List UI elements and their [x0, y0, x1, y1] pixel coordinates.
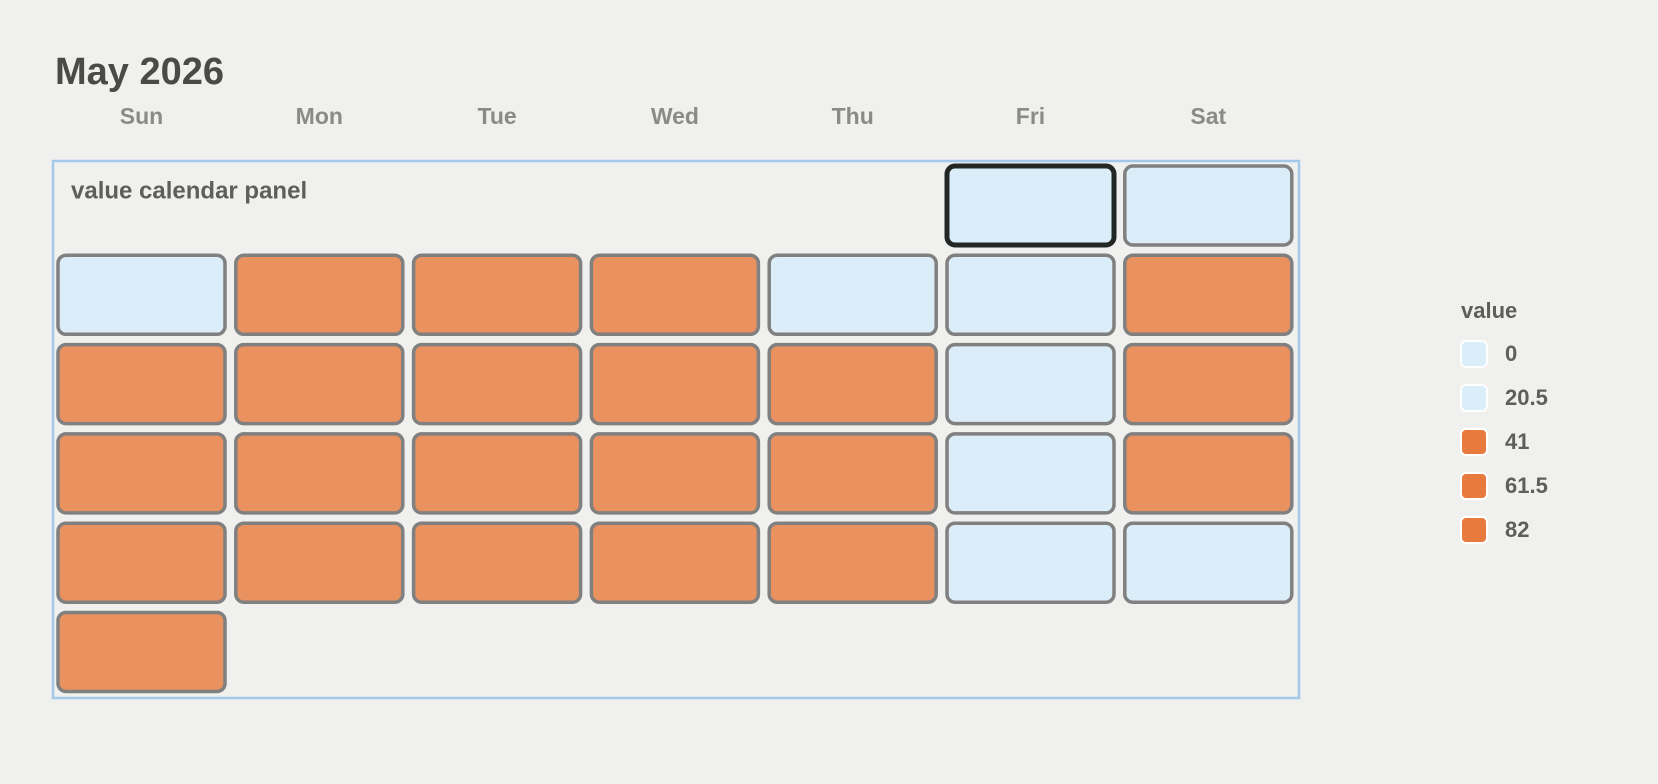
day-cell	[1123, 164, 1294, 247]
day-cell	[411, 342, 583, 426]
panel	[51, 159, 1301, 700]
weekday-label: Wed	[651, 103, 699, 129]
day-cell	[767, 342, 938, 426]
day-cell	[589, 432, 761, 515]
legend-label: 0	[1505, 341, 1517, 366]
day-cell	[1123, 521, 1294, 604]
day-cell	[945, 342, 1116, 426]
day-cell	[234, 253, 405, 337]
weekday-label: Mon	[296, 103, 343, 129]
legend-title: value	[1461, 298, 1517, 323]
legend-label: 41	[1505, 429, 1529, 454]
day-cell	[945, 432, 1116, 515]
legend-label: 82	[1505, 517, 1529, 542]
weekday-label: Thu	[832, 103, 874, 129]
day-cell	[56, 342, 227, 426]
legend-swatch	[1460, 384, 1488, 412]
day-cell	[767, 432, 938, 515]
day-cell	[56, 610, 227, 694]
day-cell	[234, 342, 405, 426]
chart-title: May 2026	[55, 51, 224, 93]
day-cell	[411, 521, 583, 604]
day-cell	[589, 253, 761, 337]
day-cell	[56, 432, 227, 515]
day-cell	[411, 253, 583, 337]
day-cell	[1123, 432, 1294, 515]
day-cell	[234, 521, 405, 604]
day-cell	[411, 432, 583, 515]
weekday-label: Sat	[1190, 103, 1226, 129]
day-cell	[767, 253, 938, 337]
weekday-label: Tue	[478, 103, 517, 129]
legend-swatch	[1460, 516, 1488, 544]
legend-swatch	[1460, 472, 1488, 500]
day-cell	[1123, 342, 1294, 426]
day-cell	[234, 432, 405, 515]
day-cell	[944, 163, 1117, 248]
weekday-label: Fri	[1016, 103, 1045, 129]
day-cell	[1123, 253, 1294, 337]
legend-swatch	[1460, 428, 1488, 456]
weekday-label: Sun	[120, 103, 163, 129]
legend-swatch	[1460, 340, 1488, 368]
day-cell	[589, 342, 761, 426]
day-cell	[56, 521, 227, 604]
day-cell	[589, 521, 761, 604]
legend-label: 20.5	[1505, 385, 1548, 410]
day-cell	[56, 253, 227, 337]
panel-label: value calendar panel	[71, 177, 307, 204]
day-cell	[767, 521, 938, 604]
day-cell	[945, 521, 1116, 604]
legend-label: 61.5	[1505, 473, 1548, 498]
day-cell	[945, 253, 1116, 337]
